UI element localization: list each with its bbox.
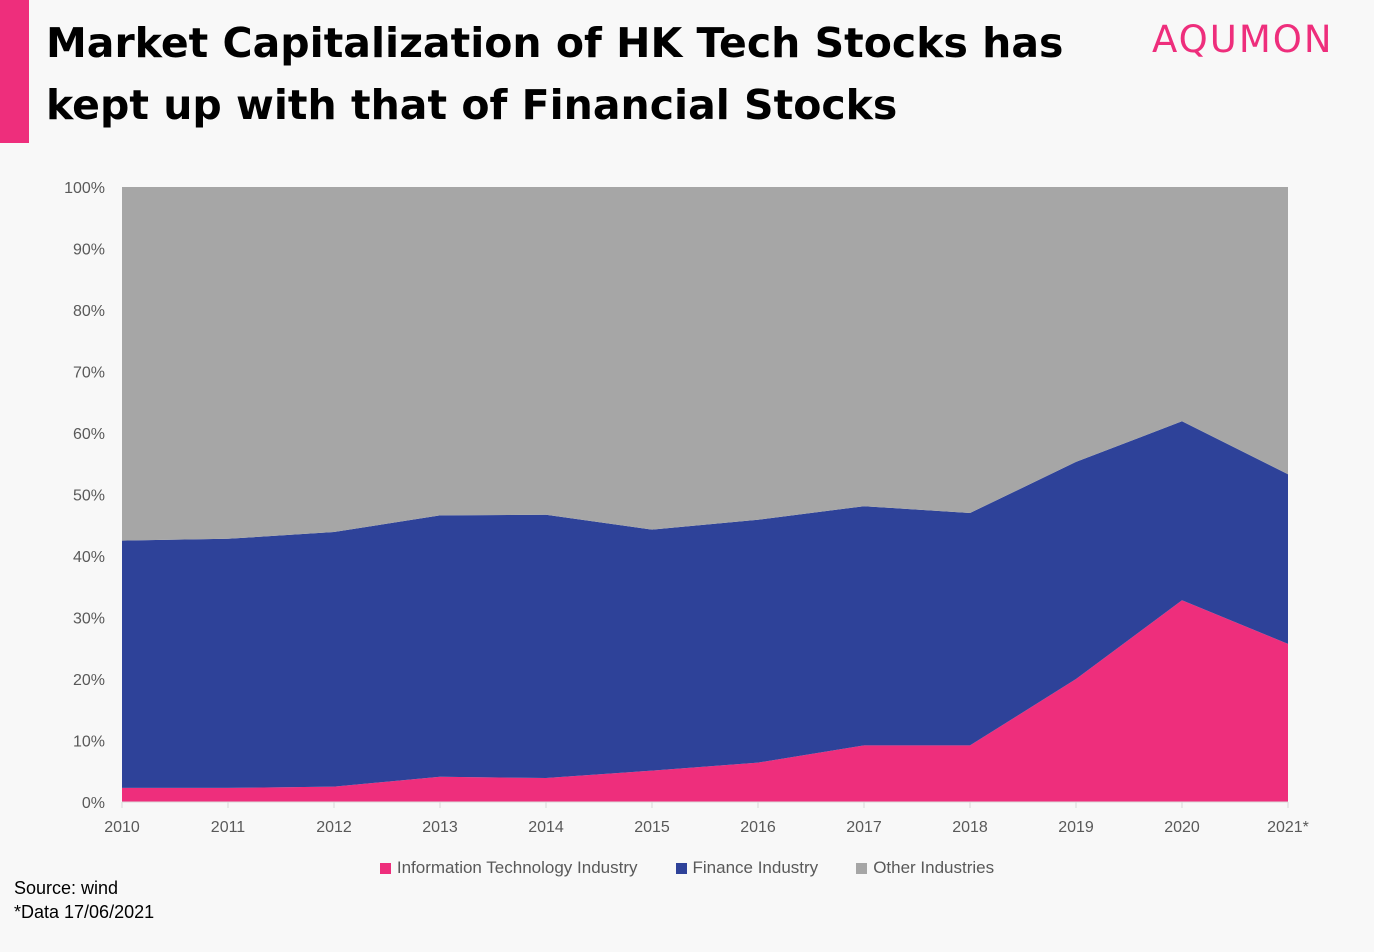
legend-swatch-other bbox=[856, 862, 868, 874]
y-tick-label: 90% bbox=[73, 242, 105, 259]
chart-areas bbox=[122, 187, 1288, 802]
y-tick-label: 70% bbox=[73, 365, 105, 382]
source-note: Source: wind *Data 17/06/2021 bbox=[14, 876, 154, 924]
y-tick-label: 40% bbox=[73, 549, 105, 566]
page-title: Market Capitalization of HK Tech Stocks … bbox=[46, 19, 1064, 129]
legend-swatch-it bbox=[379, 862, 391, 874]
x-tick-label: 2012 bbox=[316, 819, 352, 836]
x-tick-label: 2011 bbox=[211, 819, 246, 836]
area-finance bbox=[122, 421, 1288, 788]
source-text: Source: wind bbox=[14, 878, 119, 898]
y-tick-label: 0% bbox=[82, 795, 105, 812]
accent-bar bbox=[0, 0, 29, 143]
x-tick-label: 2016 bbox=[740, 819, 776, 836]
brand-logo: AQUMON bbox=[1152, 18, 1334, 61]
legend-item-other: Other Industries bbox=[856, 858, 994, 878]
area-it bbox=[122, 600, 1288, 802]
y-tick-label: 30% bbox=[73, 611, 105, 628]
y-tick-label: 10% bbox=[73, 734, 105, 751]
x-tick-label: 2010 bbox=[104, 819, 140, 836]
x-tick-label: 2015 bbox=[634, 819, 670, 836]
x-tick-label: 2019 bbox=[1058, 819, 1094, 836]
area-other bbox=[122, 187, 1288, 541]
chart-legend: Information Technology Industry Finance … bbox=[0, 858, 1374, 878]
legend-item-it: Information Technology Industry bbox=[379, 858, 638, 878]
data-date-note: *Data 17/06/2021 bbox=[14, 902, 155, 922]
legend-label-other: Other Industries bbox=[873, 858, 995, 877]
chart-axes: 2010 2011 2012 2013 2014 2015 2016 2017 2018 2019… bbox=[64, 180, 1309, 836]
y-tick-label: 100% bbox=[64, 180, 105, 197]
y-tick-label: 80% bbox=[73, 303, 105, 320]
legend-label-it: Information Technology Industry bbox=[396, 858, 638, 877]
legend-item-finance: Finance Industry bbox=[675, 858, 819, 878]
legend-swatch-finance bbox=[675, 862, 687, 874]
x-tick-label: 2018 bbox=[952, 819, 988, 836]
x-tick-label: 2014 bbox=[528, 819, 564, 836]
legend-label-finance: Finance Industry bbox=[692, 858, 819, 877]
y-tick-label: 60% bbox=[73, 426, 105, 443]
y-tick-label: 50% bbox=[73, 488, 105, 505]
x-tick-label: 2021* bbox=[1267, 819, 1309, 836]
y-tick-label: 20% bbox=[73, 672, 105, 689]
x-tick-label: 2020 bbox=[1164, 819, 1200, 836]
x-tick-label: 2013 bbox=[422, 819, 458, 836]
x-tick-label: 2017 bbox=[846, 819, 882, 836]
